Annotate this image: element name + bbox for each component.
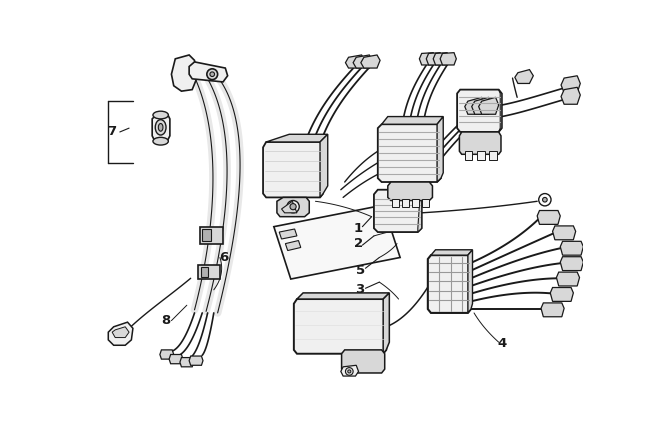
Polygon shape	[353, 55, 372, 68]
Polygon shape	[285, 241, 301, 250]
Ellipse shape	[543, 197, 547, 202]
Polygon shape	[419, 53, 436, 65]
Ellipse shape	[290, 204, 296, 210]
Text: 3: 3	[356, 283, 365, 296]
Bar	[477, 151, 485, 161]
Text: 2: 2	[354, 237, 363, 250]
Polygon shape	[478, 97, 499, 114]
Polygon shape	[341, 365, 359, 376]
Ellipse shape	[348, 370, 351, 373]
Polygon shape	[418, 190, 422, 232]
Polygon shape	[426, 53, 443, 65]
Polygon shape	[280, 229, 297, 239]
Polygon shape	[152, 114, 170, 141]
Polygon shape	[320, 134, 328, 197]
Polygon shape	[551, 288, 573, 301]
Polygon shape	[440, 53, 456, 65]
Polygon shape	[274, 205, 400, 279]
Polygon shape	[388, 182, 432, 201]
Polygon shape	[537, 210, 560, 225]
Polygon shape	[112, 327, 129, 337]
Ellipse shape	[159, 124, 163, 131]
Ellipse shape	[207, 69, 218, 80]
Text: 1: 1	[354, 222, 363, 235]
Text: 6: 6	[219, 251, 228, 264]
Bar	[413, 199, 419, 207]
Polygon shape	[384, 293, 389, 354]
Ellipse shape	[210, 72, 215, 77]
Ellipse shape	[287, 201, 299, 213]
Polygon shape	[561, 76, 580, 93]
Bar	[198, 265, 220, 279]
Polygon shape	[342, 350, 385, 373]
Polygon shape	[552, 226, 576, 240]
Polygon shape	[499, 89, 502, 132]
Polygon shape	[560, 241, 584, 255]
Polygon shape	[378, 124, 441, 182]
Text: 5: 5	[356, 264, 365, 277]
Text: 7: 7	[107, 126, 116, 138]
Bar	[200, 227, 223, 244]
Polygon shape	[172, 55, 197, 91]
Polygon shape	[382, 117, 443, 124]
Ellipse shape	[345, 368, 353, 375]
Polygon shape	[560, 257, 584, 271]
Bar	[422, 199, 428, 207]
Text: 4: 4	[498, 337, 507, 350]
Polygon shape	[541, 303, 564, 317]
Bar	[489, 151, 497, 161]
Polygon shape	[345, 55, 365, 68]
Polygon shape	[561, 87, 580, 104]
Bar	[402, 199, 409, 207]
Polygon shape	[437, 117, 443, 182]
Polygon shape	[189, 62, 227, 82]
Polygon shape	[433, 53, 449, 65]
Polygon shape	[297, 293, 389, 299]
Ellipse shape	[153, 137, 168, 145]
Polygon shape	[277, 197, 309, 217]
Bar	[465, 151, 473, 161]
Bar	[202, 229, 211, 241]
Polygon shape	[263, 142, 323, 197]
Text: 8: 8	[161, 314, 171, 327]
Ellipse shape	[155, 120, 166, 135]
Polygon shape	[468, 250, 473, 313]
Polygon shape	[515, 69, 534, 83]
Polygon shape	[465, 97, 485, 114]
Polygon shape	[374, 190, 422, 232]
Ellipse shape	[153, 111, 168, 119]
Polygon shape	[472, 97, 492, 114]
Polygon shape	[160, 350, 174, 359]
Bar	[393, 199, 398, 207]
Polygon shape	[457, 89, 502, 132]
Polygon shape	[189, 356, 203, 365]
Polygon shape	[109, 322, 133, 345]
Polygon shape	[460, 132, 501, 154]
Polygon shape	[428, 255, 471, 313]
Polygon shape	[294, 299, 386, 354]
Polygon shape	[281, 201, 297, 213]
Bar	[201, 268, 209, 277]
Polygon shape	[169, 354, 183, 364]
Polygon shape	[431, 250, 473, 255]
Polygon shape	[266, 134, 328, 142]
Polygon shape	[180, 357, 194, 367]
Polygon shape	[361, 55, 380, 68]
Polygon shape	[556, 272, 580, 286]
